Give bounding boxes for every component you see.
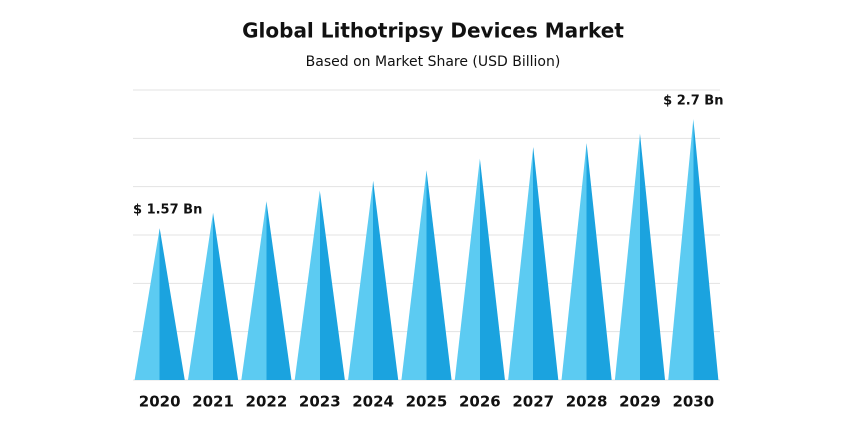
x-tick-label: 2027	[512, 393, 554, 411]
cone-bar	[187, 212, 239, 380]
x-tick-label: 2022	[246, 393, 288, 411]
cone-bar	[668, 119, 719, 380]
cone-bar	[561, 143, 612, 380]
cone-bar	[508, 147, 559, 380]
cone-bar	[294, 190, 345, 380]
x-tick-label: 2023	[299, 393, 341, 411]
chart-title: Global Lithotripsy Devices Market	[242, 19, 624, 43]
cone-bar	[401, 170, 452, 380]
x-tick-label: 2024	[352, 393, 394, 411]
x-tick-label: 2026	[459, 393, 501, 411]
x-tick-label: 2021	[192, 393, 234, 411]
cone-bar	[348, 180, 399, 380]
cone-bar	[454, 158, 505, 380]
x-tick-label: 2030	[672, 393, 714, 411]
x-tick-label: 2029	[619, 393, 661, 411]
value-label: $ 1.57 Bn	[133, 203, 202, 218]
cone-bar	[134, 228, 185, 380]
value-label: $ 2.7 Bn	[663, 94, 723, 109]
x-tick-label: 2025	[406, 393, 448, 411]
x-tick-label: 2028	[566, 393, 608, 411]
chart-subtitle: Based on Market Share (USD Billion)	[306, 54, 561, 70]
x-tick-label: 2020	[139, 393, 181, 411]
cone-bar	[241, 201, 292, 380]
cone-bar	[614, 133, 666, 380]
